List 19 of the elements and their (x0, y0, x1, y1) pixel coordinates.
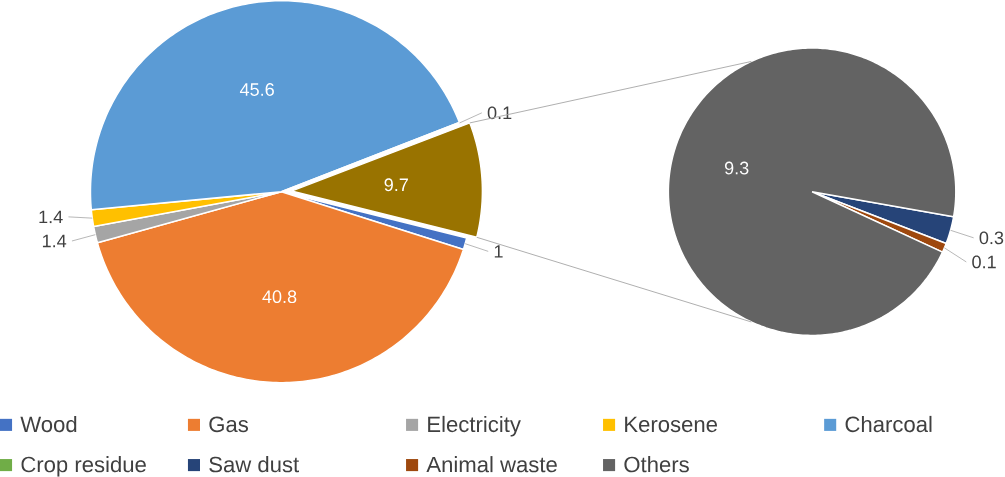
legend-label: Crop residue (21, 456, 146, 477)
legend-label: Charcoal (845, 416, 932, 433)
data-label: 9.3 (724, 161, 749, 175)
legend-label: Saw dust (209, 456, 300, 473)
data-label: 9.7 (384, 178, 408, 192)
data-label: 40.8 (262, 290, 297, 304)
data-label: 45.6 (239, 83, 274, 97)
legend-label: Electricity (428, 416, 521, 437)
legend-label: Gas (209, 416, 249, 433)
legend-label: Animal waste (426, 456, 557, 473)
data-label: 1.4 (42, 234, 67, 248)
data-label: 1.4 (39, 210, 63, 224)
legend-label: Wood (20, 416, 77, 433)
data-label: 1 (494, 245, 503, 258)
data-label: 0.3 (979, 231, 1004, 245)
legend-label: Kerosene (625, 416, 717, 433)
data-label: 0.1 (487, 106, 512, 120)
legend-label: Others (624, 456, 689, 473)
data-label: 0.1 (972, 255, 996, 269)
